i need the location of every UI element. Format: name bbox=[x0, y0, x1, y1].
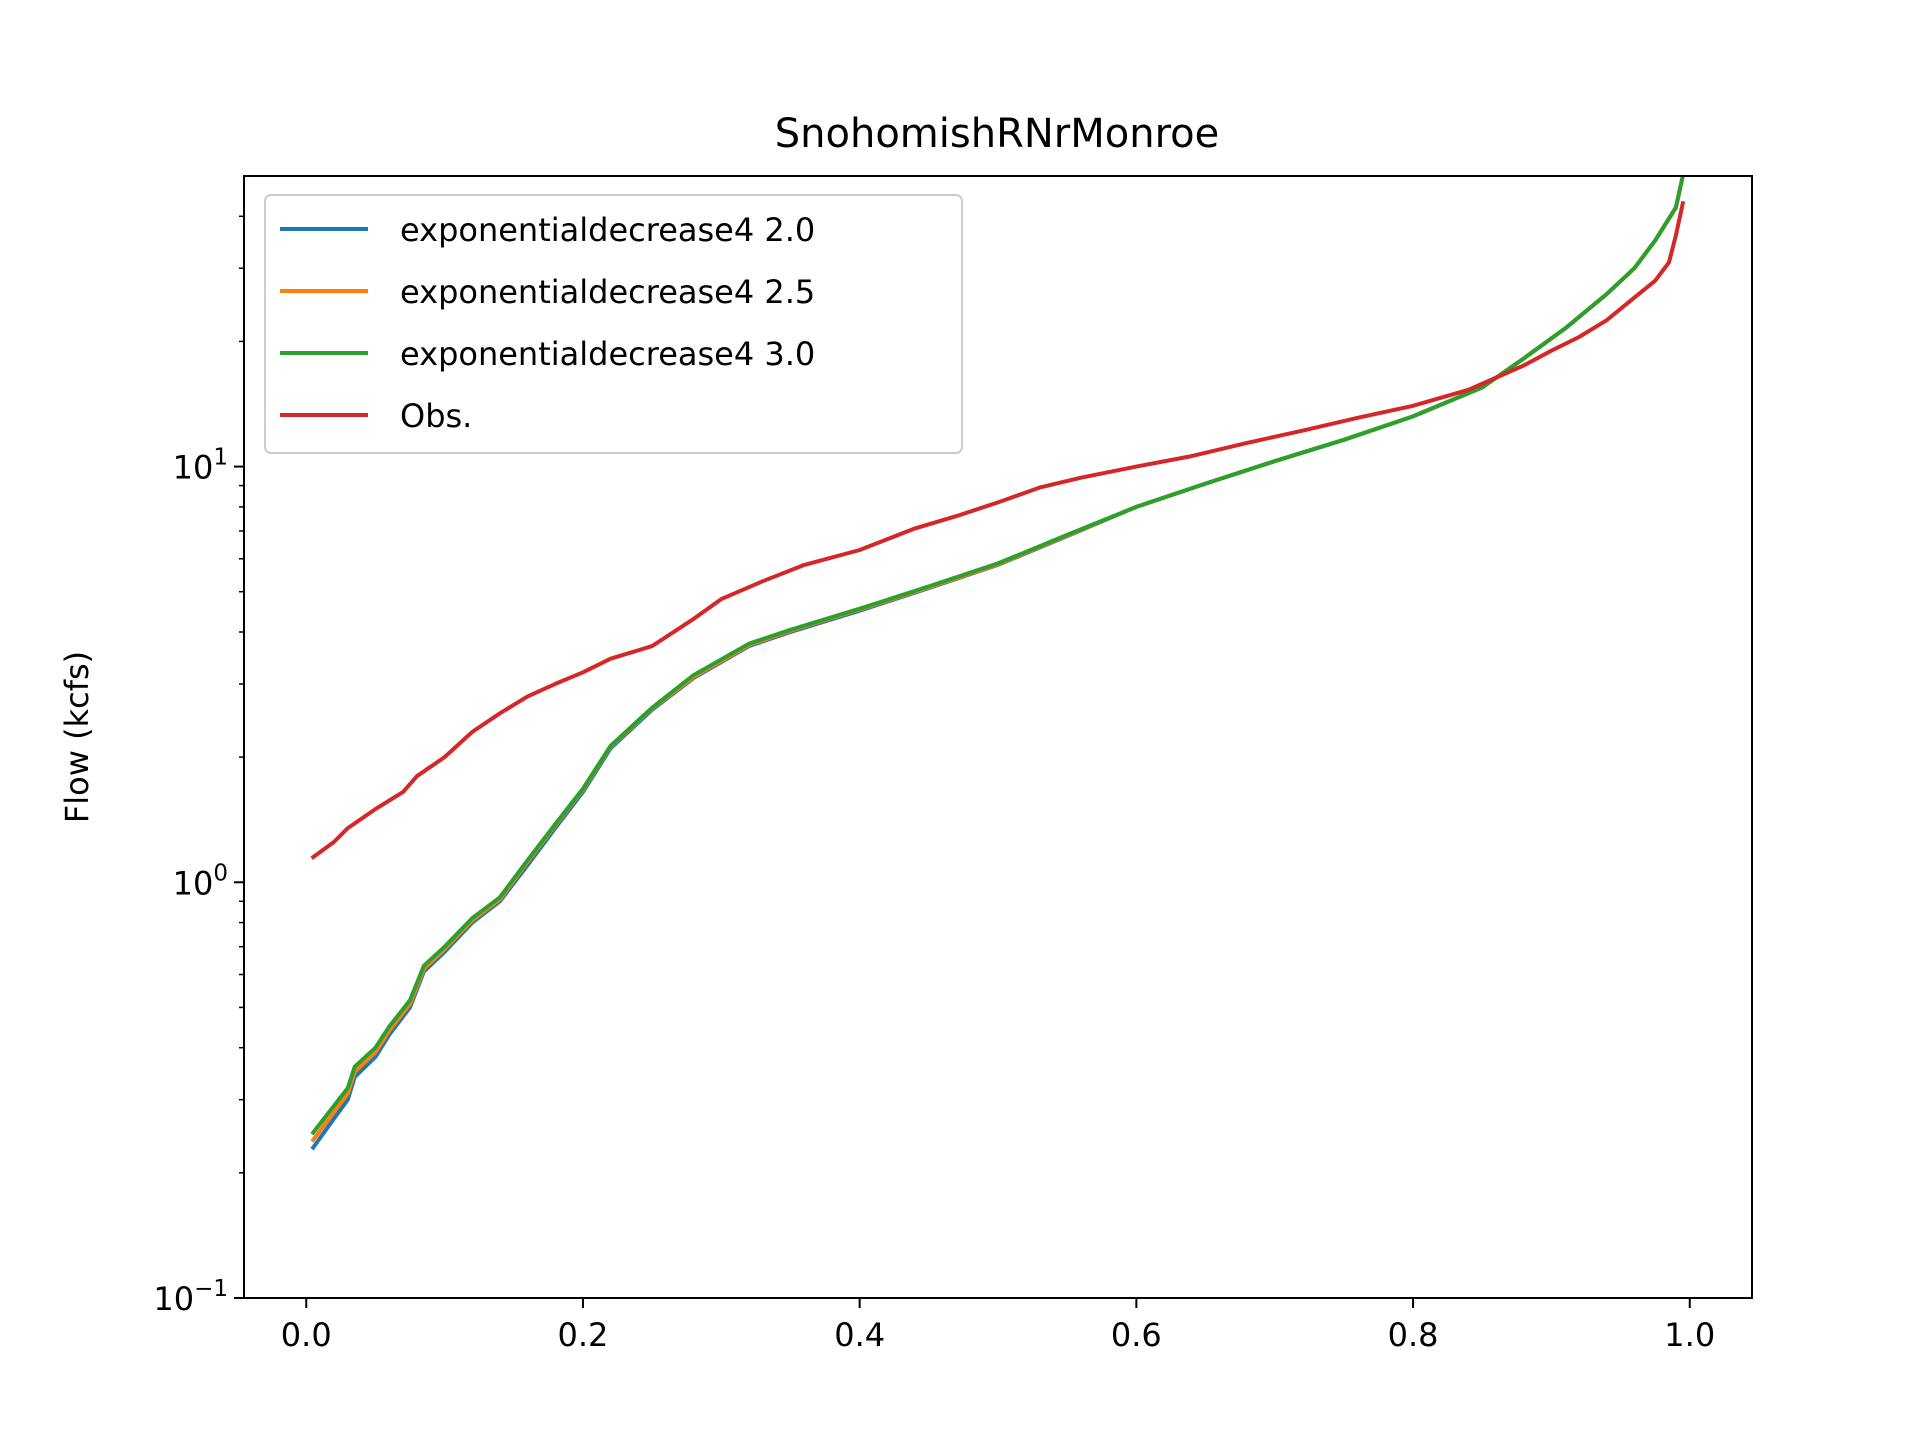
chart-title: SnohomishRNrMonroe bbox=[775, 111, 1219, 157]
x-tick-label: 1.0 bbox=[1664, 1316, 1715, 1354]
legend-label: exponentialdecrease4 3.0 bbox=[400, 335, 815, 373]
x-tick-label: 0.0 bbox=[281, 1316, 332, 1354]
legend: exponentialdecrease4 2.0 exponentialdecre… bbox=[264, 194, 963, 454]
legend-label: exponentialdecrease4 2.0 bbox=[400, 211, 815, 249]
x-tick-label: 0.6 bbox=[1111, 1316, 1162, 1354]
y-tick-label: 10−1 bbox=[153, 1276, 228, 1318]
x-tick-label: 0.8 bbox=[1388, 1316, 1439, 1354]
x-tick-label: 0.2 bbox=[558, 1316, 609, 1354]
y-tick-label: 101 bbox=[173, 445, 228, 487]
y-axis-label: Flow (kcfs) bbox=[58, 651, 96, 823]
series-line-3 bbox=[310, 200, 1686, 860]
y-tick-label: 100 bbox=[173, 860, 228, 902]
legend-label: exponentialdecrease4 2.5 bbox=[400, 273, 815, 311]
legend-frame bbox=[264, 194, 963, 454]
plot-area bbox=[243, 175, 1753, 1299]
series-layer bbox=[310, 176, 1686, 1151]
legend-entries: exponentialdecrease4 2.0 exponentialdecre… bbox=[280, 211, 815, 435]
x-axis: 0.0 0.2 0.4 0.6 0.8 1.0 bbox=[281, 1298, 1715, 1354]
legend-label: Obs. bbox=[400, 397, 472, 435]
series-line-2 bbox=[310, 176, 1685, 1136]
y-axis: 10−1 100 101 bbox=[153, 215, 244, 1318]
x-tick-label: 0.4 bbox=[834, 1316, 885, 1354]
plot-frame bbox=[243, 175, 1753, 1299]
